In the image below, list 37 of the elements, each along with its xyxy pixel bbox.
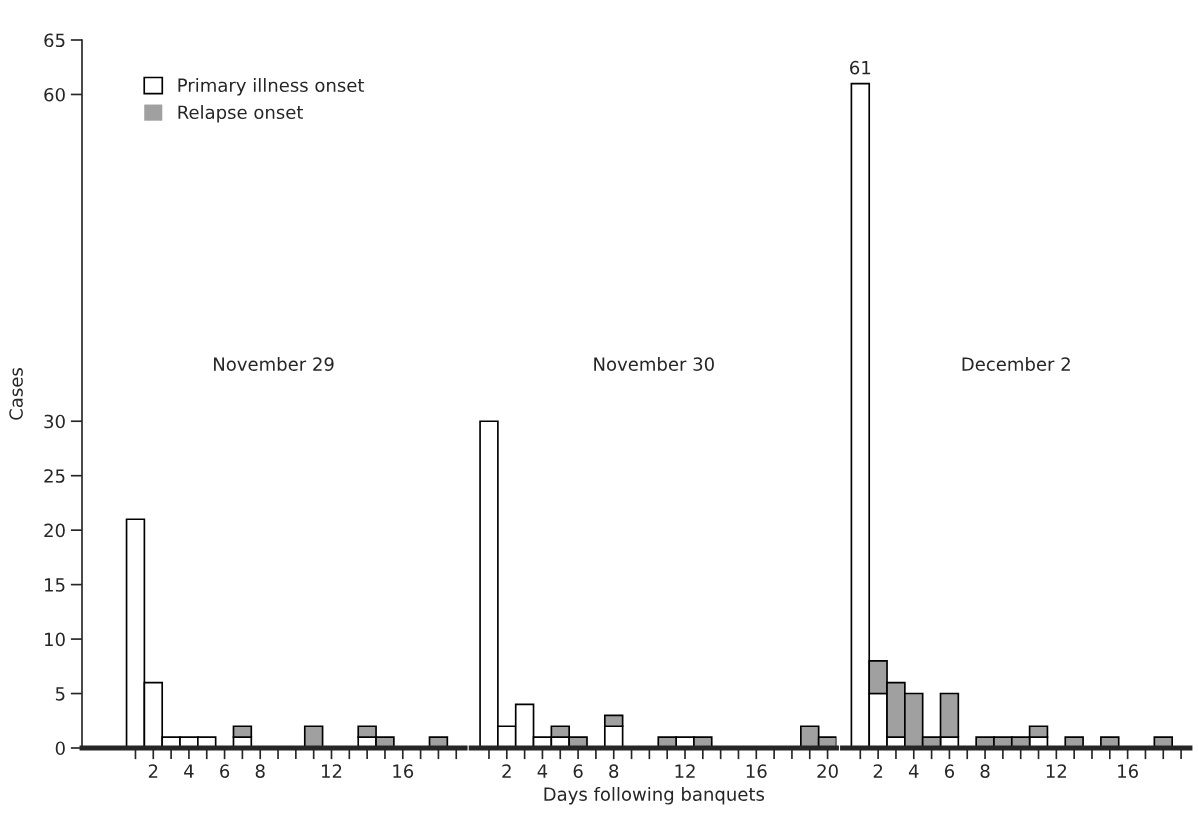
legend-label: Relapse onset	[178, 105, 304, 123]
x-tick-label: 6	[220, 764, 230, 778]
y-tick-label: 25	[44, 469, 65, 483]
y-tick-label: 30	[44, 414, 65, 429]
x-axis-title: Days following banquets	[544, 787, 765, 805]
text: December 2	[962, 356, 1070, 371]
y-tick-label: 10	[45, 632, 65, 647]
x-tick-label: 6	[944, 764, 955, 778]
x-tick-label: 2	[502, 764, 511, 778]
x-tick-label: 2	[148, 764, 158, 778]
legend-label: Primary illness onset	[178, 78, 365, 96]
x-tick-label: 4	[537, 764, 548, 778]
y-axis-title: Cases	[9, 368, 23, 420]
bar	[303, 725, 324, 748]
x-tick-label: 4	[184, 764, 194, 778]
y-tick-label: 15	[45, 578, 65, 592]
text: November 29	[214, 356, 334, 371]
x-tick-label: 8	[609, 764, 619, 778]
annotation: 61	[850, 60, 871, 75]
y-tick-label: 5	[55, 687, 65, 701]
x-tick-label: 6	[573, 764, 583, 778]
x-tick-label: 16	[393, 764, 414, 778]
x-tick-label: 4	[908, 764, 919, 778]
x-tick-label: 8	[980, 764, 990, 778]
x-tick-label: 16	[1118, 764, 1138, 778]
x-tick-label: 20	[817, 764, 838, 778]
y-tick-label: 65	[44, 33, 65, 48]
x-tick-label: 12	[675, 764, 695, 778]
x-tick-label: 8	[255, 764, 265, 778]
y-tick-label: 60	[44, 87, 65, 102]
y-tick-label: 20	[44, 523, 65, 538]
x-tick-label: 12	[321, 764, 342, 778]
y-tick-label: 0	[55, 741, 65, 756]
text: November 30	[594, 356, 714, 371]
x-tick-label: 12	[1046, 764, 1067, 778]
x-tick-label: 2	[873, 764, 883, 778]
x-tick-label: 16	[746, 764, 767, 778]
